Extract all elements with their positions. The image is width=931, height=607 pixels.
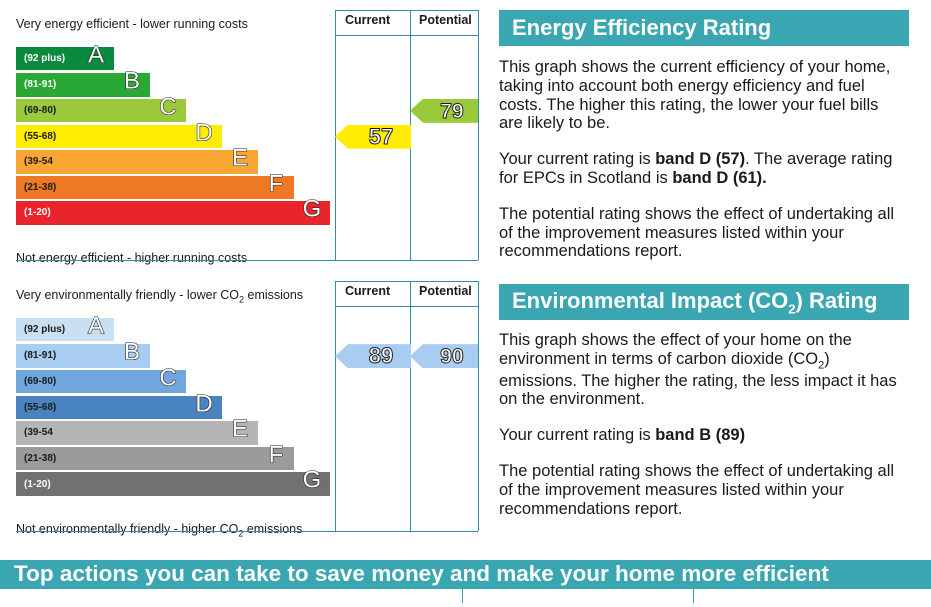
svg-text:90: 90 bbox=[440, 344, 464, 368]
svg-text:D: D bbox=[195, 390, 212, 417]
svg-text:57: 57 bbox=[369, 124, 393, 149]
svg-text:G: G bbox=[303, 467, 322, 494]
svg-text:D: D bbox=[195, 119, 212, 146]
svg-text:B: B bbox=[124, 339, 140, 366]
svg-text:G: G bbox=[303, 196, 322, 223]
svg-text:E: E bbox=[232, 416, 248, 443]
svg-text:F: F bbox=[269, 441, 284, 468]
svg-text:A: A bbox=[88, 41, 104, 68]
svg-text:E: E bbox=[232, 145, 248, 172]
svg-text:B: B bbox=[124, 68, 140, 95]
svg-text:A: A bbox=[88, 312, 104, 339]
svg-text:C: C bbox=[159, 93, 176, 120]
svg-text:89: 89 bbox=[369, 343, 393, 368]
svg-text:C: C bbox=[159, 364, 176, 391]
svg-text:F: F bbox=[269, 170, 284, 197]
svg-text:79: 79 bbox=[440, 99, 464, 123]
